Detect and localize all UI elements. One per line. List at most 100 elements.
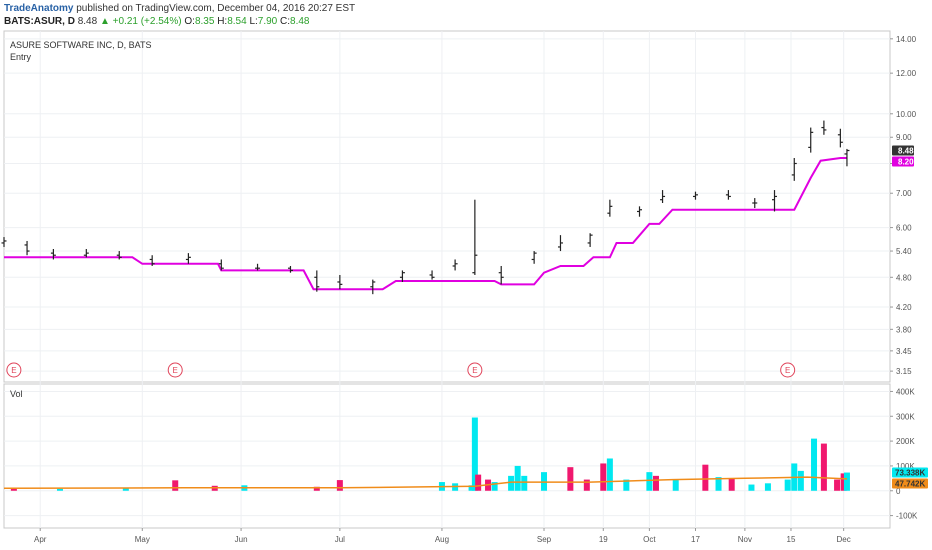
last-price-tag bbox=[892, 145, 914, 156]
volume-bar bbox=[471, 417, 478, 491]
ohlc-bar bbox=[660, 190, 666, 203]
price-tick-label: 4.20 bbox=[896, 303, 912, 312]
publisher-link[interactable]: TradeAnatomy bbox=[4, 3, 74, 14]
time-tick-label: 15 bbox=[787, 535, 796, 544]
time-tick-label: Jun bbox=[235, 535, 248, 544]
close-label: C: bbox=[280, 16, 291, 27]
volume-value-tag-text: 73.338K bbox=[895, 469, 925, 478]
volume-bar bbox=[56, 488, 63, 491]
ohlc-bar bbox=[218, 259, 224, 271]
ohlc-bar bbox=[24, 240, 30, 256]
ohlc-bar bbox=[1, 237, 7, 247]
volume-bar bbox=[491, 482, 498, 491]
entry-line-layer bbox=[4, 157, 847, 291]
ohlc-bar bbox=[399, 270, 405, 282]
ohlc-bar bbox=[370, 279, 376, 295]
time-tick-label: Jul bbox=[335, 535, 345, 544]
volume-bar bbox=[606, 458, 613, 491]
volume-bar bbox=[336, 480, 343, 491]
price-tick-label: 3.15 bbox=[896, 367, 912, 376]
ohlc-bar bbox=[429, 270, 435, 280]
time-tick-label: Dec bbox=[837, 535, 851, 544]
volume-bar bbox=[652, 475, 659, 491]
volume-grid bbox=[4, 390, 890, 517]
ohlc-bar bbox=[314, 270, 320, 292]
volume-bar bbox=[840, 473, 847, 491]
low-value: 7.90 bbox=[257, 16, 278, 27]
ohlc-bar bbox=[149, 255, 155, 266]
ohlc-bar bbox=[185, 253, 191, 264]
volume-bars-layer bbox=[10, 417, 850, 491]
volume-bar bbox=[748, 484, 755, 491]
time-tick-label: May bbox=[135, 535, 150, 544]
volume-bar bbox=[702, 464, 709, 491]
open-label: O: bbox=[184, 16, 195, 27]
price-tick-label: 5.40 bbox=[896, 247, 912, 256]
ohlc-bar bbox=[498, 265, 504, 285]
time-tick-label: 19 bbox=[599, 535, 608, 544]
time-tick-label: 17 bbox=[691, 535, 700, 544]
volume-bar bbox=[784, 479, 791, 491]
ohlc-bar bbox=[337, 274, 343, 290]
volume-bar bbox=[728, 478, 735, 491]
ohlc-bar bbox=[725, 190, 731, 200]
ohlc-bar bbox=[752, 198, 758, 209]
ohlc-bar bbox=[255, 263, 261, 271]
time-axis[interactable]: Apr May Jun Jul Aug Sep 19 Oct 17 Nov 15 Dec bbox=[34, 528, 851, 544]
volume-bar bbox=[764, 483, 771, 491]
earnings-marker-circle bbox=[467, 362, 483, 378]
price-axis[interactable]: 14.0012.0010.009.008.007.006.005.404.804… bbox=[890, 35, 917, 376]
earnings-marker-circle bbox=[780, 362, 796, 378]
volume-bar bbox=[646, 472, 653, 491]
volume-bar bbox=[672, 479, 679, 491]
volume-ma-value-tag bbox=[892, 478, 928, 489]
ohlc-bar bbox=[844, 148, 850, 167]
last-price: 8.48 bbox=[77, 16, 98, 27]
earnings-marker: E bbox=[167, 362, 183, 378]
volume-tick-label: 400K bbox=[896, 387, 915, 396]
volume-bar bbox=[122, 487, 129, 491]
chart-header: TradeAnatomy published on TradingView.co… bbox=[0, 0, 932, 30]
price-tick-label: 12.00 bbox=[896, 69, 917, 78]
ohlc-bar bbox=[531, 251, 537, 264]
volume-value-tag bbox=[892, 467, 928, 478]
price-tick-label: 14.00 bbox=[896, 35, 917, 44]
low-label: L: bbox=[249, 16, 258, 27]
volume-tick-label: 0 bbox=[896, 487, 901, 496]
volume-bar bbox=[10, 488, 17, 491]
volume-bar bbox=[820, 443, 827, 491]
volume-bar bbox=[843, 472, 850, 491]
volume-bar bbox=[834, 479, 841, 491]
ohlc-bar bbox=[791, 157, 797, 181]
publish-line: TradeAnatomy published on TradingView.co… bbox=[4, 3, 355, 14]
volume-bar bbox=[521, 475, 528, 491]
volume-axis[interactable]: 400K 300K 200K 100K 0 -100K bbox=[890, 387, 918, 521]
volume-pane-frame bbox=[3, 383, 891, 529]
ohlc-bar bbox=[607, 199, 613, 217]
ohlc-bar bbox=[116, 251, 122, 260]
indicator-label: Entry bbox=[10, 52, 32, 62]
earnings-marker: E bbox=[467, 362, 483, 378]
ohlc-bar bbox=[837, 128, 843, 148]
time-grid bbox=[39, 31, 845, 528]
price-tick-label: 6.00 bbox=[896, 224, 912, 233]
axis-price-tags: 8.48 8.20 73.338K 47.742K bbox=[892, 145, 928, 489]
volume-bar bbox=[514, 465, 521, 491]
earnings-marker: E bbox=[780, 362, 796, 378]
entry-value-tag-text: 8.20 bbox=[898, 158, 914, 167]
price-tick-label: 3.80 bbox=[896, 325, 912, 334]
earnings-marker: E bbox=[6, 362, 22, 378]
volume-bar bbox=[468, 485, 475, 491]
ohlc-bar bbox=[808, 127, 814, 153]
ohlc-bar bbox=[821, 120, 827, 135]
price-grid bbox=[4, 38, 890, 372]
ohlc-bar bbox=[472, 199, 478, 275]
earnings-marker-label: E bbox=[472, 366, 477, 375]
volume-bar bbox=[313, 486, 320, 491]
volume-bar bbox=[583, 479, 590, 491]
volume-bar bbox=[567, 467, 574, 491]
volume-bar bbox=[508, 475, 515, 491]
entry-line bbox=[4, 157, 847, 291]
